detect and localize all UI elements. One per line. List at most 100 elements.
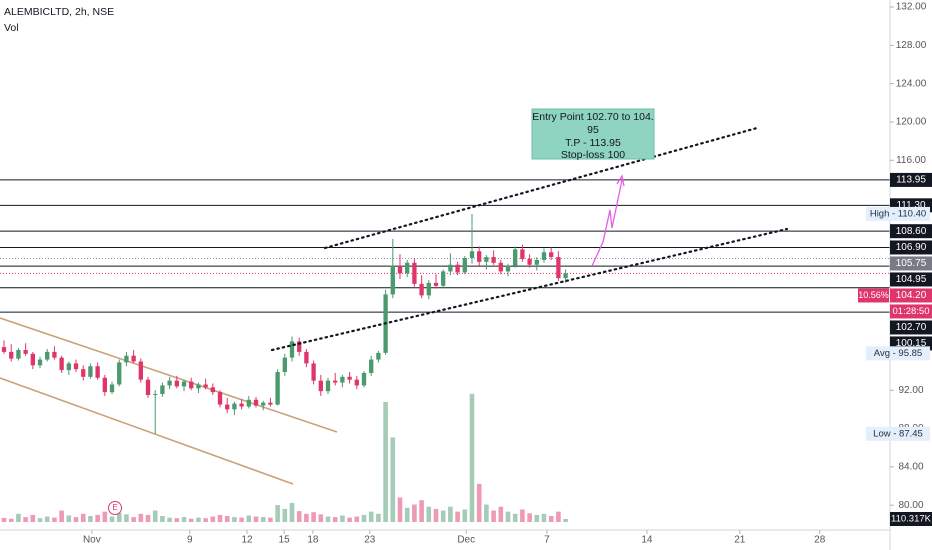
candle-body: [397, 265, 403, 274]
stat-label: High - 110.40: [870, 208, 926, 219]
candle-body: [253, 399, 259, 406]
candle-body: [174, 380, 179, 387]
candle-body: [59, 357, 64, 371]
volume-bar: [268, 517, 273, 522]
candle-body: [347, 376, 352, 380]
volume-bar: [217, 514, 223, 522]
candle-body: [405, 262, 410, 274]
candle-body: [246, 399, 251, 407]
volume-bar: [455, 511, 460, 522]
volume-bar: [16, 513, 21, 522]
x-tick-label: 7: [544, 535, 550, 546]
volume-bar: [419, 500, 424, 522]
volume-bar: [160, 516, 165, 522]
candle-body: [534, 259, 539, 265]
volume-bar: [260, 517, 266, 522]
earnings-icon[interactable]: [108, 501, 122, 515]
volume-bar: [239, 517, 244, 522]
stat-label: Low - 87.45: [873, 428, 923, 439]
previous-close-tag: [890, 256, 932, 271]
candle-body: [45, 351, 50, 360]
volume-bar: [289, 502, 295, 522]
volume-bar: [296, 511, 302, 522]
volume-bar: [412, 504, 417, 522]
volume-bar: [253, 516, 259, 522]
volume-bar: [448, 506, 453, 522]
volume-bar: [512, 513, 518, 522]
volume-bar: [440, 510, 446, 522]
candle-body: [189, 381, 194, 389]
candle-body: [498, 262, 503, 272]
volume-tag: [890, 512, 932, 526]
candle-body: [318, 380, 323, 392]
candle-body: [160, 385, 165, 395]
y-tick-label: 84.00: [898, 462, 923, 473]
volume-bar: [397, 497, 403, 522]
change-label: 10.56%: [858, 290, 889, 300]
level-tag: [890, 320, 932, 335]
volume-bar: [491, 510, 496, 522]
candle-body: [333, 380, 338, 383]
last-price-tag-label: 104.20: [896, 290, 927, 301]
candle-body: [181, 381, 187, 387]
x-tick-label: 12: [241, 535, 253, 546]
candle-body: [102, 377, 107, 393]
level-tag: [890, 224, 932, 239]
volume-tag-label: 110.317K: [891, 514, 932, 525]
candle-body: [153, 394, 158, 396]
candle-body: [145, 379, 151, 396]
trend-line: [270, 227, 789, 352]
candle-body: [491, 257, 496, 263]
volume-bar: [59, 510, 64, 522]
candle-body: [433, 282, 439, 286]
volume-bar: [210, 516, 216, 522]
candle-body: [138, 361, 143, 380]
candle-body: [217, 392, 223, 405]
candle-body: [484, 257, 489, 262]
volume-bar: [275, 505, 280, 522]
level-tag-label: 113.95: [896, 175, 926, 186]
x-tick-label: Nov: [83, 535, 101, 546]
candle-body: [549, 252, 554, 258]
volume-bar: [383, 402, 388, 522]
candle-body: [203, 384, 208, 388]
volume-bar: [116, 512, 122, 522]
candle-body: [30, 353, 35, 366]
volume-bar: [196, 517, 201, 522]
candle-body: [354, 379, 359, 386]
countdown-tag: [890, 304, 932, 319]
y-tick-label: 80.00: [898, 500, 923, 511]
volume-bar: [52, 517, 57, 522]
volume-bar: [311, 512, 316, 522]
candle-body: [426, 282, 431, 296]
earnings-icon-text: E: [112, 503, 117, 512]
last-price-tag: [890, 288, 932, 303]
volume-bar: [124, 514, 129, 522]
volume-bar: [174, 518, 180, 522]
candle-body: [304, 351, 309, 364]
candle-body: [88, 366, 93, 377]
candle-body: [23, 349, 28, 354]
candle-body: [361, 372, 367, 386]
candle-body: [527, 258, 532, 265]
candle-body: [455, 264, 460, 273]
candle-body: [225, 404, 230, 410]
candle-body: [390, 265, 395, 295]
volume-bar: [368, 511, 374, 522]
volume-bar: [109, 516, 115, 522]
volume-bar: [37, 518, 43, 522]
level-tag-label: 111.30: [896, 200, 926, 211]
candle-body: [297, 341, 302, 352]
candle-body: [513, 249, 518, 266]
volume-bar: [282, 508, 288, 522]
plot-area: [0, 179, 890, 522]
y-tick-label: 128.00: [896, 40, 927, 51]
stat-tag: [866, 346, 930, 361]
volume-bar: [232, 517, 237, 522]
y-tick-label: 124.00: [896, 78, 927, 89]
volume-bar: [433, 508, 439, 522]
candle-body: [167, 380, 172, 386]
volume-bar: [498, 506, 504, 522]
candle-body: [462, 258, 467, 273]
channel-line: [0, 377, 294, 485]
